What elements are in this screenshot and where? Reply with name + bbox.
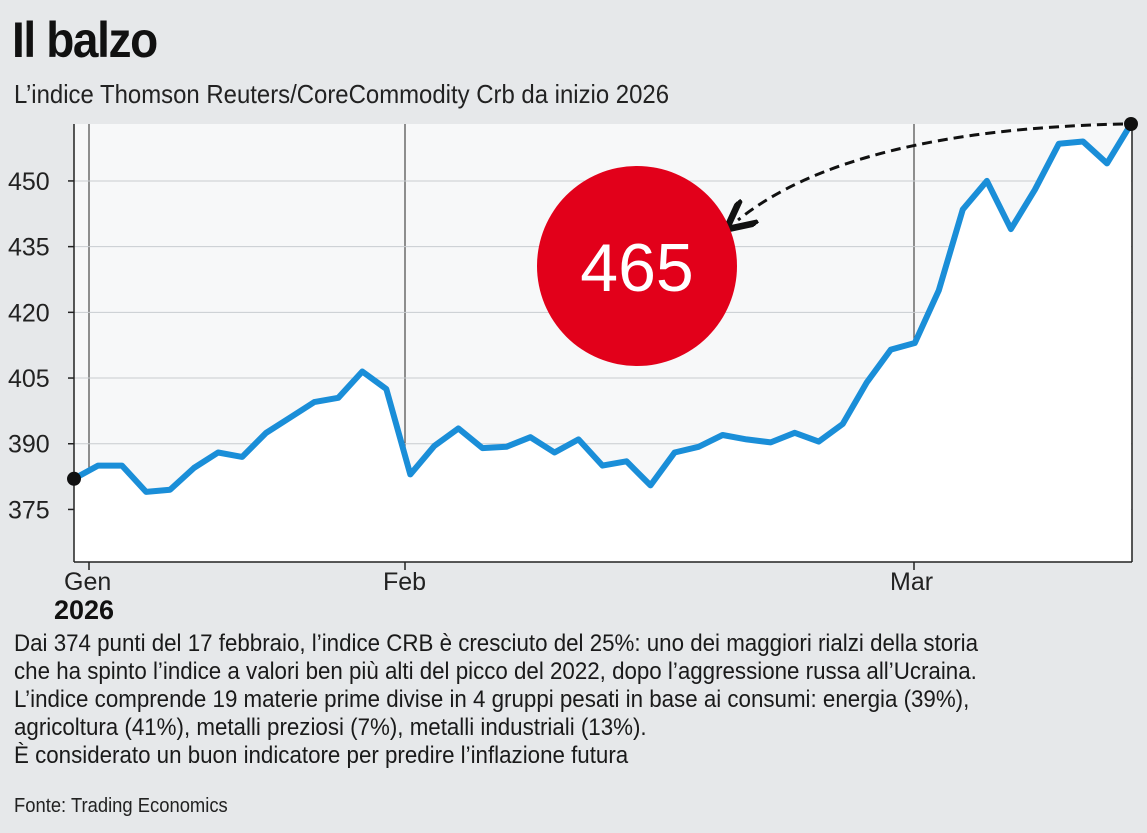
y-tick-label: 390 (8, 431, 50, 459)
y-tick-label: 450 (8, 168, 50, 196)
description-line: agricoltura (41%), metalli preziosi (7%)… (14, 714, 647, 741)
description-text: Dai 374 punti del 17 febbraio, l’indice … (14, 630, 1060, 770)
end-point (1124, 117, 1138, 131)
chart-title: Il balzo (12, 12, 158, 68)
description-line: L’indice comprende 19 materie prime divi… (14, 686, 970, 713)
description-line: Dai 374 punti del 17 febbraio, l’indice … (14, 630, 979, 657)
series-area (74, 124, 1131, 562)
annotation-arrow (738, 122, 1124, 220)
year-label: 2026 (54, 595, 115, 625)
y-tick-label: 405 (8, 365, 50, 393)
start-point (67, 471, 81, 486)
description-line: che ha spinto l’indice a valori ben più … (14, 658, 977, 685)
description-line: È considerato un buon indicatore per pre… (14, 742, 629, 769)
x-tick-label: Gen (64, 568, 111, 596)
x-tick-label: Feb (383, 568, 426, 596)
value-badge-label: 465 (580, 230, 693, 306)
y-tick-label: 420 (8, 299, 50, 327)
value-badge (537, 166, 737, 366)
y-tick-label: 435 (8, 234, 50, 262)
y-tick-label: 375 (8, 496, 50, 524)
chart-subtitle: L’indice Thomson Reuters/CoreCommodity C… (14, 79, 670, 109)
line-chart: 375 390 405 420 435 450 Gen Feb Mar 465 (8, 117, 1138, 596)
series-line (71, 121, 1134, 495)
source-note: Fonte: Trading Economics (14, 795, 228, 817)
x-tick-label: Mar (890, 568, 933, 596)
